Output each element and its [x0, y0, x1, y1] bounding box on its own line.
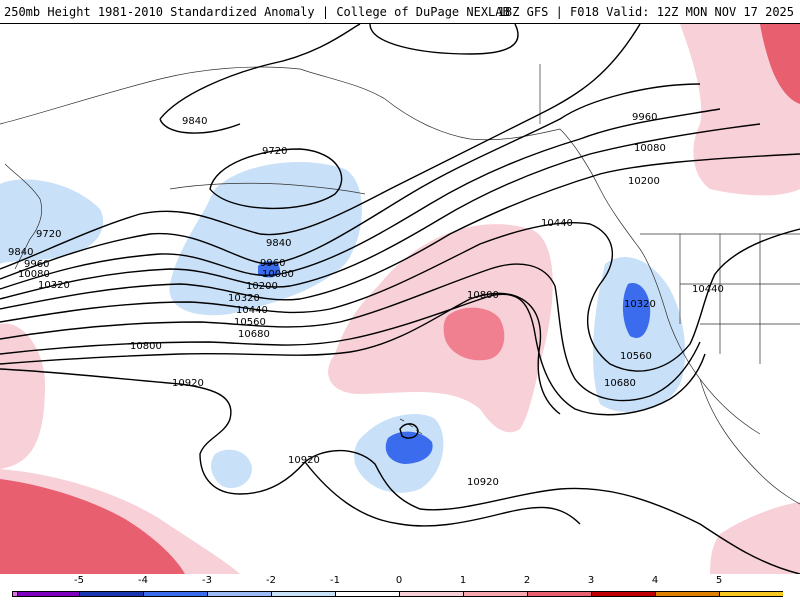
contour-label: 10920: [288, 455, 320, 466]
contour-label: 10320: [38, 280, 70, 291]
contour-10800: [0, 292, 561, 415]
anomaly-red-canada: [760, 24, 800, 104]
anomaly-blue-gulf-alaska: [169, 161, 362, 316]
anomaly-blue-core-3: [385, 431, 433, 464]
contour-hawaii-small: [399, 423, 419, 439]
anomaly-red-core-pacific: [443, 307, 505, 361]
colorbar-tick-label: 2: [523, 575, 531, 586]
contour-label: 9960: [632, 112, 657, 123]
contour-label: 10920: [467, 477, 499, 488]
colorbar-tick-label: -1: [330, 575, 340, 586]
contour-10320: [0, 153, 800, 310]
siberia-coast: [0, 66, 301, 125]
contour-label: 9840: [266, 238, 291, 249]
colorbar-segment: [335, 591, 399, 597]
contour-10680: [0, 293, 706, 416]
contour-10920: [0, 368, 800, 574]
colorbar-segment: [12, 591, 17, 597]
contour-label: 10800: [130, 341, 162, 352]
header-bar: 250mb Height 1981-2010 Standardized Anom…: [0, 0, 800, 24]
contour-label: 10560: [620, 351, 652, 362]
map-title: 250mb Height 1981-2010 Standardized Anom…: [4, 5, 510, 19]
map-canvas: 9840 9720 9720 9840 9960 10080 10320 984…: [0, 24, 800, 574]
contour-label: 10800: [467, 290, 499, 301]
colorbar-tick-label: -4: [138, 575, 148, 586]
colorbar-tick-label: 5: [715, 575, 723, 586]
colorbar-segment: [527, 591, 591, 597]
contour-10200: [0, 123, 761, 300]
colorbar-segment: [463, 591, 527, 597]
contour-10920-south: [304, 461, 581, 527]
colorbar-tick-label: -5: [74, 575, 84, 586]
height-contours: [0, 24, 800, 574]
anomaly-blue-small: [210, 449, 252, 488]
contour-label: 10320: [228, 293, 260, 304]
colorbar-segment: [271, 591, 335, 597]
anomaly-pink-central-pacific: [328, 224, 553, 433]
contour-10440: [0, 222, 800, 372]
colorbar-tick-label: 0: [395, 575, 403, 586]
colorbar-segment: [143, 591, 207, 597]
mexico-coast: [699, 378, 800, 505]
aleutian-chain: [169, 182, 366, 195]
anomaly-pink-west-pacific-south: [0, 323, 45, 469]
contour-9840-north: [159, 24, 361, 134]
negative-anomaly-fill: [0, 161, 686, 493]
contour-10560: [0, 263, 701, 402]
colorbar-segment: [591, 591, 655, 597]
contour-9840: [0, 24, 641, 270]
colorbar-tick-label: 3: [587, 575, 595, 586]
contour-label: 10200: [246, 281, 278, 292]
colorbar-segment: [207, 591, 271, 597]
contour-label: 10560: [234, 317, 266, 328]
state-borders: [679, 234, 800, 364]
alaska-coast: [299, 68, 561, 141]
contour-label: 9720: [262, 146, 287, 157]
contour-label: 10680: [238, 329, 270, 340]
contour-label: 10440: [541, 218, 573, 229]
contour-label: 9960: [260, 258, 285, 269]
contour-9960: [0, 83, 701, 280]
contour-label-group: 9840 9720 9720 9840 9960 10080 10320 984…: [8, 112, 724, 488]
contour-label: 9960: [24, 259, 49, 270]
anomaly-blue-core-1: [258, 261, 280, 278]
contour-9720-north: [369, 24, 519, 55]
colorbar-segment: [399, 591, 463, 597]
anomaly-pink-canada: [680, 24, 800, 196]
contour-label: 10080: [18, 269, 50, 280]
contour-label: 9840: [182, 116, 207, 127]
contour-label: 9840: [8, 247, 33, 258]
contour-label: 10440: [236, 305, 268, 316]
colorbar-segment: [79, 591, 143, 597]
colorbar-tick-label: -3: [202, 575, 212, 586]
contour-label: 10680: [604, 378, 636, 389]
run-info: 18Z GFS | F018 Valid: 12Z MON NOV 17 202…: [497, 5, 794, 19]
positive-anomaly-fill: [0, 24, 800, 574]
kamchatka-coast: [4, 163, 43, 270]
contour-9720-gulf: [209, 148, 343, 210]
contour-label: 10920: [172, 378, 204, 389]
contour-10080: [0, 108, 721, 290]
geographic-outlines: [0, 64, 800, 505]
contour-label: 10200: [628, 176, 660, 187]
us-west-coast: [639, 248, 761, 435]
colorbar-segment: [719, 591, 783, 597]
contour-label: 10080: [262, 269, 294, 280]
colorbar-tick-label: -2: [266, 575, 276, 586]
colorbar-segment: [17, 591, 79, 597]
bc-coast: [559, 128, 641, 250]
colorbar-tick-label: 4: [651, 575, 659, 586]
anomaly-red-sw-pacific: [0, 479, 185, 574]
colorbar-legend: -5 -4 -3 -2 -1 0 1 2 3 4 5: [0, 574, 800, 600]
anomaly-pink-se: [710, 502, 800, 574]
colorbar-segment: [655, 591, 719, 597]
contour-label: 9720: [36, 229, 61, 240]
contour-label: 10080: [634, 143, 666, 154]
contour-label: 10440: [692, 284, 724, 295]
anomaly-blue-core-2: [622, 283, 651, 338]
anomaly-blue-west-pacific: [0, 179, 104, 264]
colorbar-tick-label: 1: [459, 575, 467, 586]
colorbar-strip: [12, 591, 788, 597]
contour-label: 10320: [624, 299, 656, 310]
